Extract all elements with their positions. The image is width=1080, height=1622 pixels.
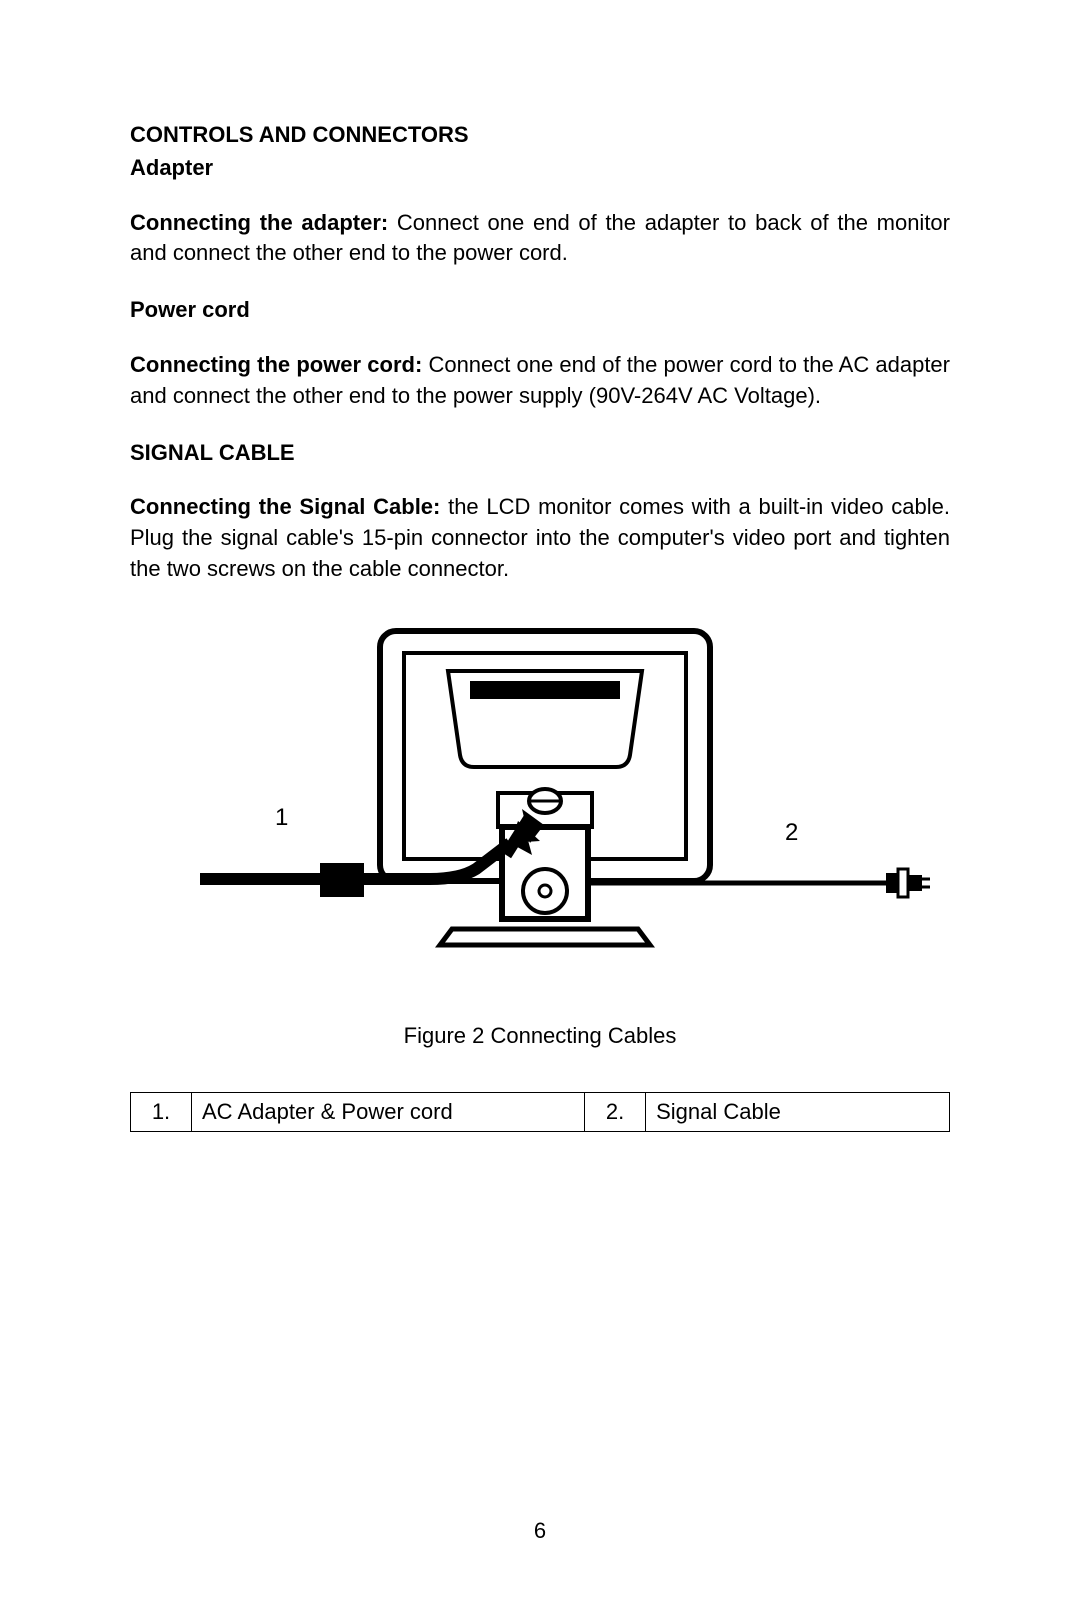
legend-table: 1. AC Adapter & Power cord 2. Signal Cab… bbox=[130, 1092, 950, 1133]
figure-connecting-cables: 1 2 bbox=[130, 611, 950, 991]
paragraph-adapter: Connecting the adapter: Connect one end … bbox=[130, 208, 950, 270]
figure-caption: Figure 2 Connecting Cables bbox=[130, 1021, 950, 1052]
heading-controls-connectors: CONTROLS AND CONNECTORS bbox=[130, 120, 950, 151]
monitor-diagram-icon bbox=[130, 611, 950, 991]
heading-signal-cable: SIGNAL CABLE bbox=[130, 438, 950, 469]
paragraph-signal-cable: Connecting the Signal Cable: the LCD mon… bbox=[130, 492, 950, 584]
legend-cell-num-2: 2. bbox=[585, 1092, 646, 1132]
heading-adapter: Adapter bbox=[130, 153, 950, 184]
document-page: CONTROLS AND CONNECTORS Adapter Connecti… bbox=[0, 0, 1080, 1622]
label-connecting-signal: Connecting the Signal Cable: bbox=[130, 494, 440, 519]
label-connecting-adapter: Connecting the adapter: bbox=[130, 210, 388, 235]
heading-power-cord: Power cord bbox=[130, 295, 950, 326]
legend-cell-label-2: Signal Cable bbox=[646, 1092, 950, 1132]
label-connecting-power: Connecting the power cord: bbox=[130, 352, 422, 377]
legend-cell-label-1: AC Adapter & Power cord bbox=[192, 1092, 585, 1132]
callout-1: 1 bbox=[275, 801, 288, 835]
paragraph-power-cord: Connecting the power cord: Connect one e… bbox=[130, 350, 950, 412]
callout-2: 2 bbox=[785, 816, 798, 850]
table-row: 1. AC Adapter & Power cord 2. Signal Cab… bbox=[131, 1092, 950, 1132]
legend-cell-num-1: 1. bbox=[131, 1092, 192, 1132]
page-number: 6 bbox=[0, 1516, 1080, 1547]
